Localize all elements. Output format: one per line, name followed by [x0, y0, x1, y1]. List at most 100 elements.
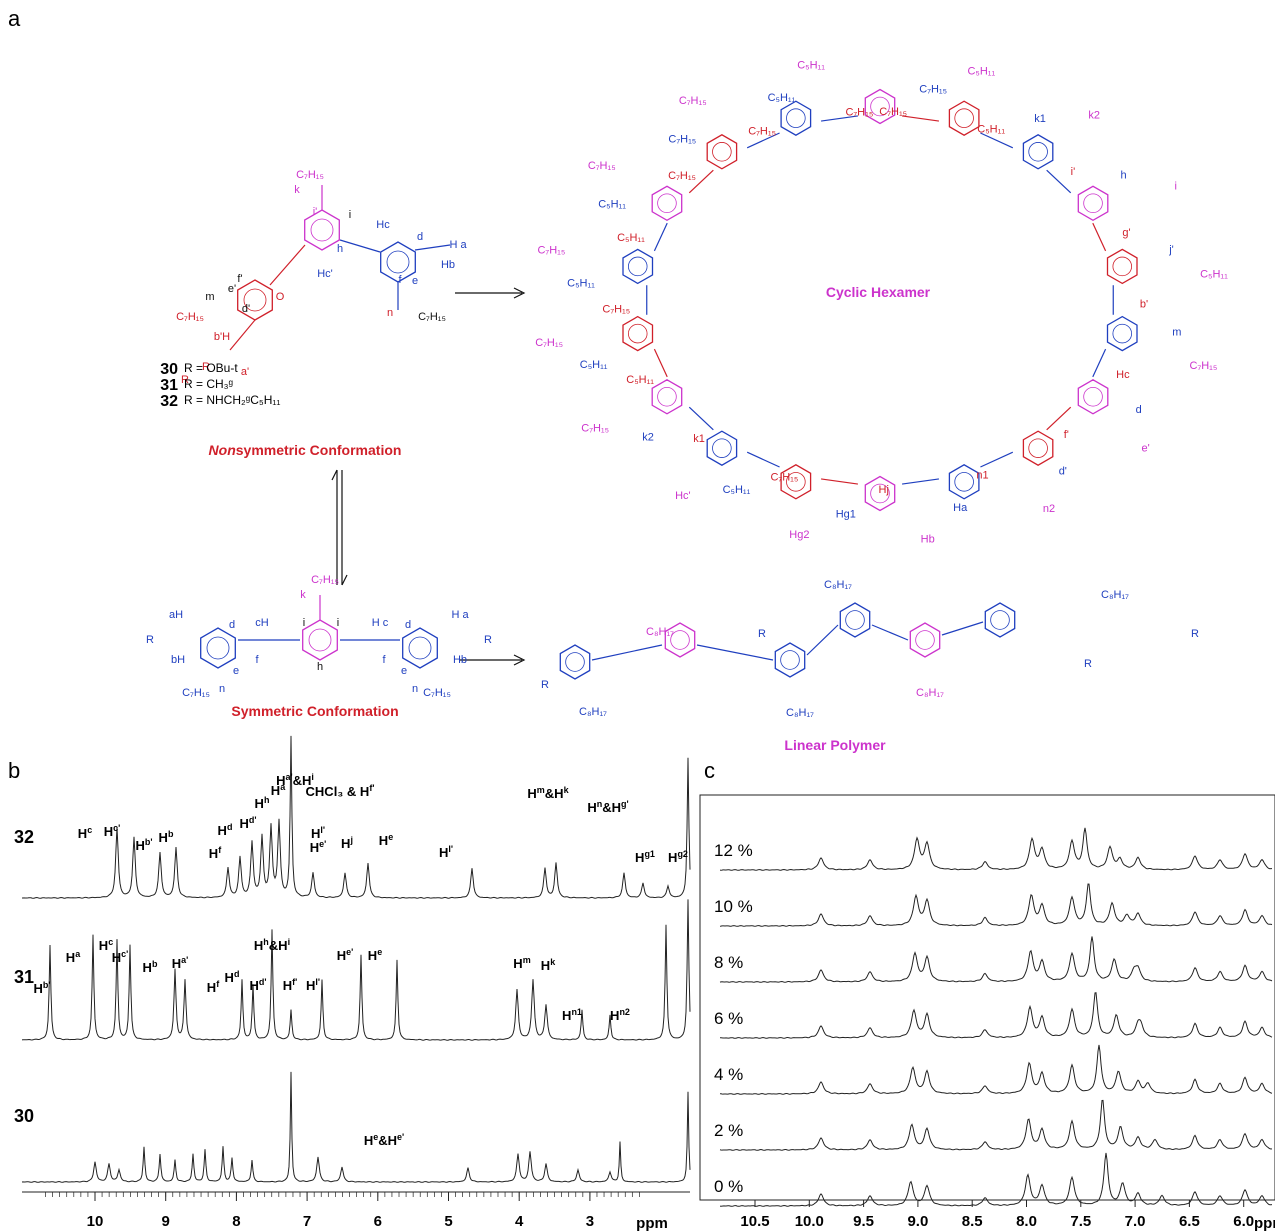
- structure-label: C₇H₁₅: [423, 687, 451, 699]
- compound-number: 32: [160, 393, 178, 410]
- structure-label: R: [484, 634, 492, 646]
- structure-label: Ha: [953, 502, 968, 514]
- peak-label-sup: h: [264, 795, 270, 805]
- structure-label: C₇H₁₅: [879, 106, 907, 118]
- peak-label-base: H: [78, 826, 87, 841]
- peak-label-base: H: [218, 823, 227, 838]
- structure-label: a': [241, 366, 249, 378]
- peak-label-sup: n1: [571, 1007, 582, 1017]
- peak-label-sup: e': [319, 839, 326, 849]
- structure-label: C₇H₁₅: [537, 245, 565, 257]
- panel-label: c: [704, 758, 715, 783]
- peak-label-sup: c: [87, 825, 92, 835]
- peak-label-sup: d: [234, 969, 240, 979]
- structure-label: H a: [449, 239, 467, 251]
- structure-label: h: [337, 243, 343, 255]
- structure-label: f': [237, 273, 242, 285]
- structure-label: R: [146, 634, 154, 646]
- structure-label: b'H: [214, 331, 230, 343]
- peak-label-sup: e': [346, 947, 353, 957]
- peak-label-base: H: [239, 816, 248, 831]
- structure-label: Hc': [317, 268, 333, 280]
- structure-label: O: [276, 291, 285, 303]
- concentration-label: 4 %: [714, 1065, 743, 1084]
- structure-label: m: [205, 291, 214, 303]
- structure-label: C₇H₁₅: [581, 423, 609, 435]
- structure-label: R: [541, 679, 549, 691]
- structure-label: C₇H₁₅: [748, 126, 776, 138]
- peak-label-base: &H: [378, 1133, 397, 1148]
- structure-label: C₅H₁₁: [977, 123, 1005, 135]
- peak-label-sup: l': [320, 825, 325, 835]
- peak-label-sup: i: [288, 937, 291, 947]
- peak-label-base: H: [143, 960, 152, 975]
- x-tick-label: 7: [303, 1213, 311, 1230]
- peak-label-base: H: [587, 800, 596, 815]
- structure-label: Hc': [675, 490, 691, 502]
- structure-label: d: [417, 231, 423, 243]
- peak-label-base: H: [310, 840, 319, 855]
- structure-label: k2: [1088, 109, 1100, 121]
- peak-label: CHCl₃ & Hf': [306, 783, 375, 799]
- structure-label: b': [1140, 298, 1148, 310]
- structure-label: C₇H₁₅: [668, 170, 696, 182]
- structure-label: n2: [1043, 503, 1055, 515]
- panel-label: b: [8, 758, 20, 783]
- x-tick-label: 10.0: [795, 1213, 824, 1230]
- structure-label: C₅H₁₁: [617, 232, 645, 244]
- peak-label-base: H: [254, 938, 263, 953]
- structure-label: C₅H₁₁: [598, 198, 626, 210]
- peak-label-sup: b: [168, 829, 174, 839]
- peak-label-base: H: [562, 1008, 571, 1023]
- structure-label: C₇H₁₅: [679, 95, 707, 107]
- structure-label: C₈H₁₇: [786, 707, 814, 719]
- structure-label: C₇H₁₅: [919, 83, 947, 95]
- structure-label: C₅H₁₁: [567, 277, 595, 289]
- peak-label-base: H: [527, 786, 536, 801]
- peak-label-base: H: [104, 824, 113, 839]
- peak-label: Hm&Hk: [527, 785, 569, 801]
- structure-label: n: [387, 307, 393, 319]
- peak-label-sup: b: [152, 959, 158, 969]
- peak-label-sup: d': [249, 815, 257, 825]
- structure-label: R: [758, 628, 766, 640]
- structure-label: Hj: [879, 484, 889, 496]
- peak-label-base: H: [112, 950, 121, 965]
- peak-label-base: H: [610, 1008, 619, 1023]
- compound-r-group: R = CH₃ᵍ: [184, 377, 234, 391]
- peak-label-base: H: [135, 838, 144, 853]
- peak-label-base: H: [209, 846, 218, 861]
- structure-label: C₈H₁₇: [824, 579, 852, 591]
- peak-label-sup: a': [181, 955, 188, 965]
- structure-label: Hb: [453, 654, 467, 666]
- peak-label-sup: i: [311, 772, 314, 782]
- peak-label-base: &H: [269, 938, 288, 953]
- x-tick-label: 8: [232, 1213, 240, 1230]
- peak-label-base: H: [337, 948, 346, 963]
- structure-label: d: [1136, 404, 1142, 416]
- concentration-label: 6 %: [714, 1009, 743, 1028]
- x-tick-label: 3: [586, 1213, 594, 1230]
- peak-label-sup: c: [108, 937, 113, 947]
- concentration-label: 0 %: [714, 1177, 743, 1196]
- peak-label-base: &H: [602, 800, 621, 815]
- peak-label-sup: g': [621, 799, 629, 809]
- peak-label-sup: f': [292, 977, 297, 987]
- structure-label: C₅H₁₁: [967, 65, 995, 77]
- x-tick-label: 9.0: [907, 1213, 928, 1230]
- x-tick-label: 8.0: [1016, 1213, 1037, 1230]
- structure-label: C₅H₁₁: [626, 374, 654, 386]
- concentration-label: 8 %: [714, 953, 743, 972]
- structure-label: bH: [171, 654, 185, 666]
- structure-label: e: [233, 665, 239, 677]
- peak-label-sup: l': [448, 844, 453, 854]
- peak-label-base: H: [33, 981, 42, 996]
- structure-label: j': [1168, 244, 1174, 256]
- x-tick-label: 10.5: [740, 1213, 769, 1230]
- structure-label: C₇H₁₅: [182, 687, 210, 699]
- peak-label-sup: m: [523, 955, 531, 965]
- structure-label: d': [1059, 465, 1067, 477]
- peak-label-base: H: [513, 956, 522, 971]
- compound-r-group: R = NHCH₂ᵍC₅H₁₁: [184, 393, 280, 407]
- peak-label-sup: n2: [619, 1007, 630, 1017]
